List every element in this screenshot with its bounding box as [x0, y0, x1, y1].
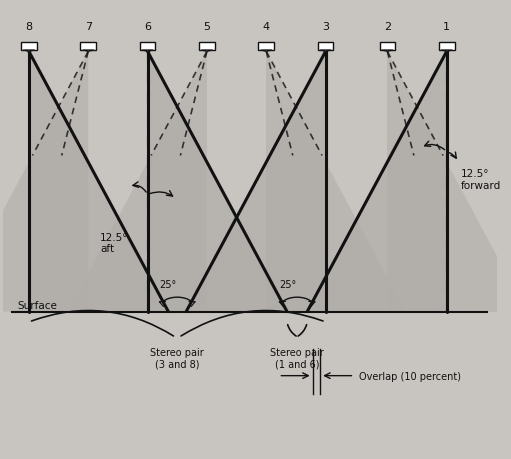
Text: 1: 1 [443, 22, 450, 32]
Polygon shape [320, 51, 331, 52]
FancyBboxPatch shape [80, 43, 96, 51]
Polygon shape [186, 52, 326, 312]
Text: 5: 5 [203, 22, 211, 32]
Text: Stereo pair
(3 and 8): Stereo pair (3 and 8) [150, 347, 204, 369]
Text: 7: 7 [85, 22, 92, 32]
Polygon shape [441, 51, 452, 52]
Polygon shape [23, 51, 35, 52]
Text: Surface: Surface [17, 300, 57, 310]
Polygon shape [307, 52, 447, 312]
Text: 25°: 25° [279, 279, 296, 289]
Polygon shape [67, 52, 207, 312]
FancyBboxPatch shape [199, 43, 215, 51]
Text: 2: 2 [384, 22, 391, 32]
Text: Overlap (10 percent): Overlap (10 percent) [359, 371, 461, 381]
Text: 25°: 25° [159, 279, 176, 289]
FancyBboxPatch shape [259, 43, 274, 51]
Polygon shape [0, 52, 88, 312]
Polygon shape [29, 52, 168, 312]
FancyBboxPatch shape [140, 43, 155, 51]
Polygon shape [201, 51, 213, 52]
Polygon shape [382, 51, 393, 52]
Text: 12.5°
aft: 12.5° aft [100, 232, 129, 254]
Polygon shape [266, 52, 406, 312]
Polygon shape [142, 51, 153, 52]
Text: 4: 4 [263, 22, 270, 32]
Polygon shape [387, 52, 511, 312]
Text: Stereo pair
(1 and 6): Stereo pair (1 and 6) [270, 347, 324, 369]
Text: 12.5°
forward: 12.5° forward [461, 169, 501, 190]
Polygon shape [82, 51, 94, 52]
Text: 3: 3 [322, 22, 329, 32]
FancyBboxPatch shape [380, 43, 395, 51]
FancyBboxPatch shape [318, 43, 334, 51]
Polygon shape [148, 52, 287, 312]
Text: 6: 6 [144, 22, 151, 32]
FancyBboxPatch shape [439, 43, 454, 51]
FancyBboxPatch shape [21, 43, 37, 51]
Polygon shape [261, 51, 272, 52]
Text: 8: 8 [26, 22, 33, 32]
